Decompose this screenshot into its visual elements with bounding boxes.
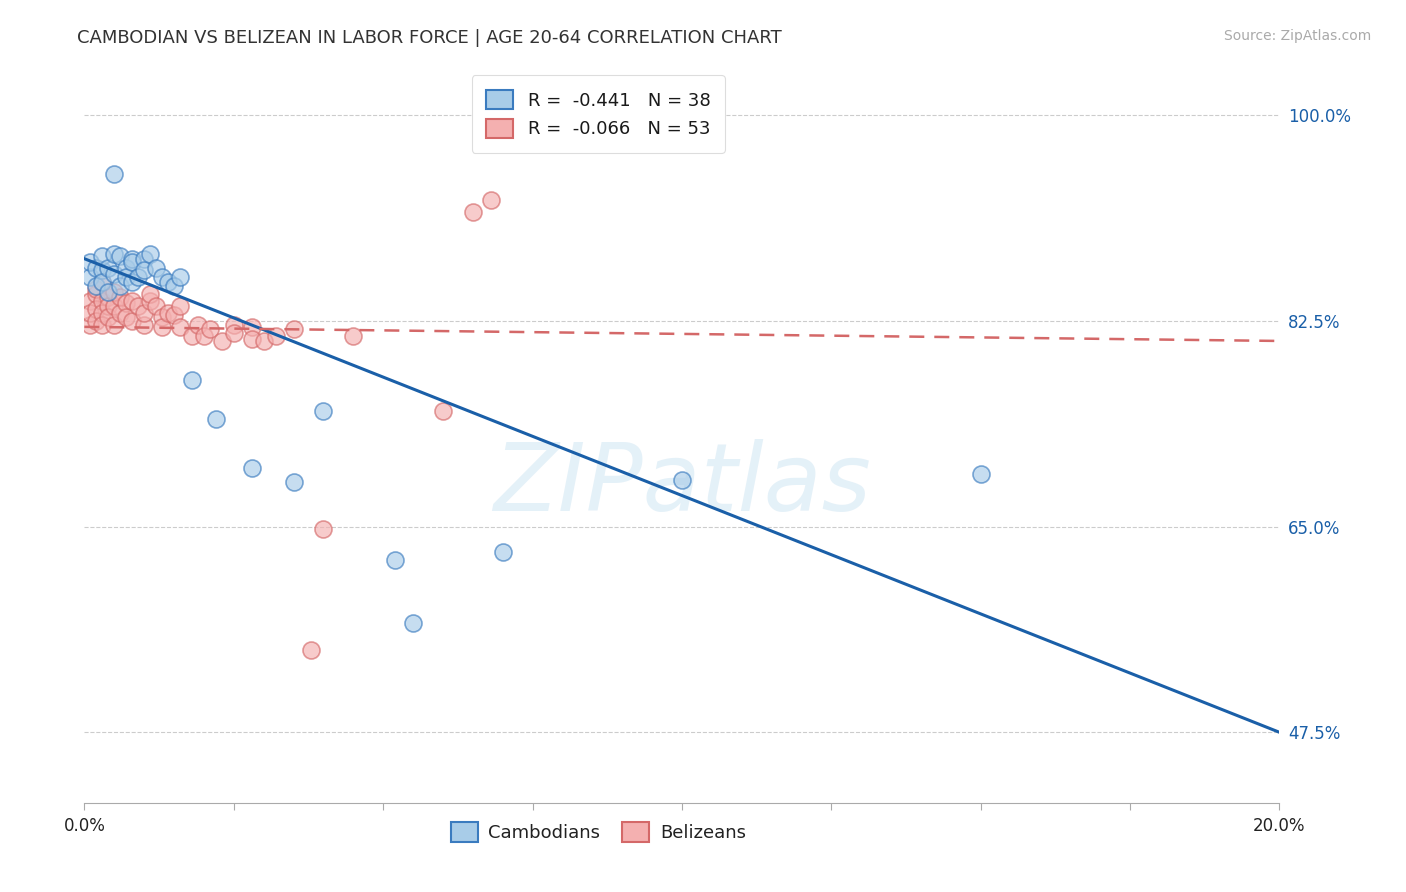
Point — [970, 467, 993, 481]
Point — [169, 270, 191, 285]
Text: CAMBODIAN VS BELIZEAN IN LABOR FORCE | AGE 20-64 CORRELATION CHART: CAMBODIAN VS BELIZEAN IN LABOR FORCE | A… — [77, 29, 782, 46]
Point — [91, 275, 114, 289]
Point — [97, 285, 120, 299]
Point — [91, 263, 114, 277]
Point — [91, 306, 114, 320]
Point — [342, 329, 364, 343]
Point — [163, 278, 186, 293]
Point — [86, 314, 108, 328]
Point — [222, 326, 245, 340]
Point — [240, 332, 263, 346]
Point — [121, 252, 143, 266]
Point — [479, 193, 502, 207]
Point — [79, 293, 101, 308]
Point — [97, 261, 120, 276]
Point — [181, 329, 204, 343]
Text: Source: ZipAtlas.com: Source: ZipAtlas.com — [1223, 29, 1371, 43]
Point — [312, 404, 335, 418]
Point — [157, 306, 180, 320]
Point — [198, 322, 221, 336]
Point — [240, 319, 263, 334]
Point — [432, 404, 454, 418]
Point — [193, 329, 215, 343]
Text: ZIPatlas: ZIPatlas — [494, 439, 870, 530]
Point — [150, 319, 173, 334]
Point — [115, 270, 138, 285]
Point — [145, 261, 167, 276]
Point — [132, 318, 156, 332]
Point — [79, 270, 101, 285]
Point — [91, 293, 114, 308]
Point — [205, 411, 228, 425]
Point — [91, 249, 114, 263]
Point — [402, 615, 425, 630]
Point — [103, 247, 125, 261]
Point — [121, 275, 143, 289]
Point — [671, 473, 693, 487]
Point — [169, 319, 191, 334]
Point — [145, 299, 167, 313]
Point — [115, 261, 138, 276]
Point — [86, 278, 108, 293]
Point — [110, 290, 132, 304]
Point — [283, 322, 305, 336]
Point — [86, 302, 108, 317]
Point — [132, 252, 156, 266]
Point — [283, 475, 305, 489]
Point — [121, 255, 143, 269]
Point — [264, 329, 287, 343]
Point — [79, 306, 101, 320]
Point — [86, 287, 108, 301]
Point — [301, 643, 323, 657]
Point — [103, 167, 125, 181]
Point — [211, 334, 233, 348]
Point — [139, 287, 162, 301]
Point — [169, 299, 191, 313]
Point — [150, 270, 173, 285]
Point — [103, 299, 125, 313]
Point — [163, 308, 186, 322]
Point — [181, 373, 204, 387]
Point — [492, 545, 515, 559]
Point — [86, 282, 108, 296]
Point — [91, 318, 114, 332]
Point — [132, 306, 156, 320]
Point — [110, 249, 132, 263]
Point — [79, 255, 101, 269]
Point — [127, 299, 149, 313]
Point — [187, 318, 209, 332]
Point — [240, 461, 263, 475]
Point — [132, 263, 156, 277]
Point — [97, 299, 120, 313]
Point — [139, 247, 162, 261]
Point — [121, 293, 143, 308]
Point — [91, 275, 114, 289]
Point — [103, 318, 125, 332]
Point — [115, 310, 138, 325]
Point — [79, 318, 101, 332]
Point — [253, 334, 276, 348]
Point — [121, 314, 143, 328]
Point — [157, 275, 180, 289]
Point — [150, 310, 173, 325]
Point — [384, 552, 406, 566]
Legend: Cambodians, Belizeans: Cambodians, Belizeans — [443, 815, 754, 849]
Point — [222, 318, 245, 332]
Point — [97, 290, 120, 304]
Point — [461, 204, 484, 219]
Point — [312, 522, 335, 536]
Point — [139, 293, 162, 308]
Point — [127, 270, 149, 285]
Point — [110, 306, 132, 320]
Point — [103, 267, 125, 281]
Point — [115, 296, 138, 310]
Point — [97, 310, 120, 325]
Point — [103, 285, 125, 299]
Point — [86, 261, 108, 276]
Point — [110, 278, 132, 293]
